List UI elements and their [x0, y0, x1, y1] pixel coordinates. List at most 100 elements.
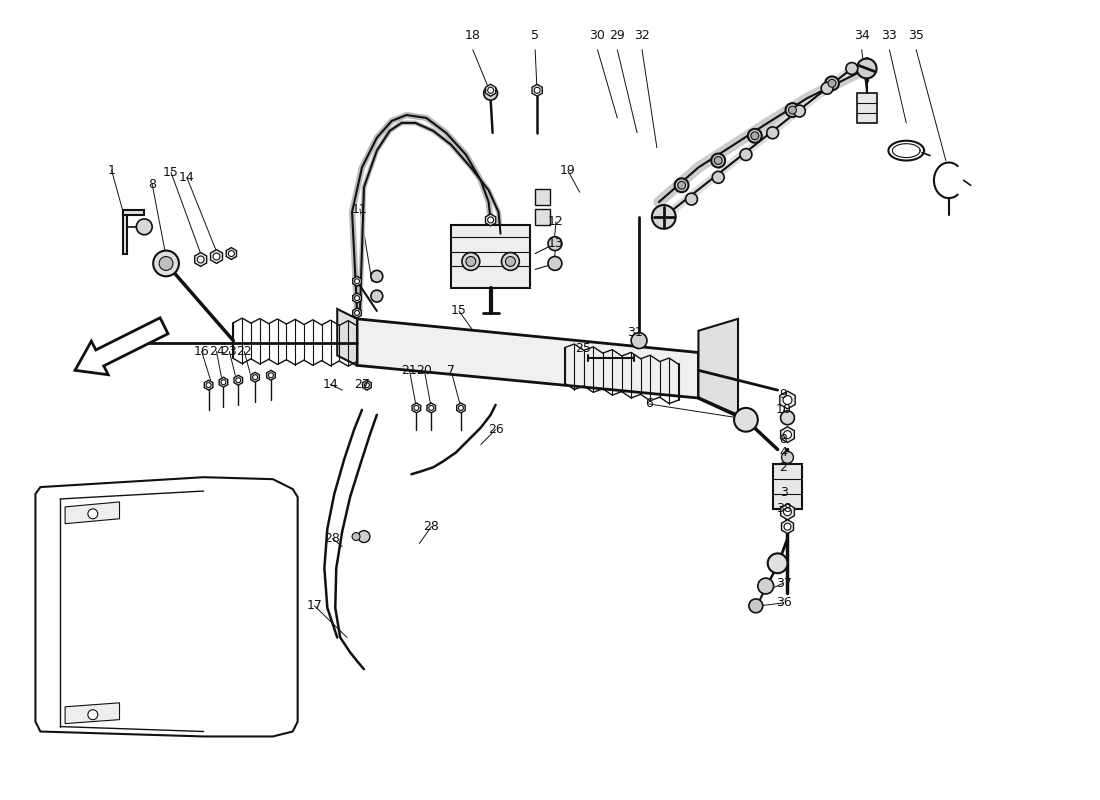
Text: 4: 4	[780, 446, 788, 459]
Text: 19: 19	[560, 164, 575, 177]
Text: 14: 14	[322, 378, 338, 390]
Text: 1: 1	[108, 164, 115, 177]
Polygon shape	[485, 84, 496, 96]
Circle shape	[88, 509, 98, 518]
Polygon shape	[227, 248, 236, 259]
Circle shape	[785, 103, 800, 117]
Circle shape	[414, 406, 419, 410]
Text: 28: 28	[324, 532, 340, 545]
Circle shape	[268, 373, 274, 378]
Text: 34: 34	[854, 30, 870, 42]
Polygon shape	[485, 214, 496, 226]
Text: 22: 22	[236, 345, 252, 358]
Circle shape	[548, 237, 562, 250]
Circle shape	[768, 554, 788, 573]
Circle shape	[229, 250, 234, 257]
Text: 26: 26	[487, 423, 504, 436]
Polygon shape	[698, 319, 738, 415]
Polygon shape	[353, 308, 361, 318]
Circle shape	[782, 451, 793, 463]
Text: 21: 21	[402, 364, 417, 377]
Circle shape	[674, 178, 689, 192]
Circle shape	[749, 599, 762, 613]
Text: 29: 29	[609, 30, 625, 42]
Polygon shape	[427, 403, 436, 413]
Polygon shape	[219, 378, 228, 387]
Text: 20: 20	[417, 364, 432, 377]
Text: 30: 30	[590, 30, 605, 42]
Circle shape	[714, 157, 723, 165]
Circle shape	[213, 253, 220, 260]
Circle shape	[459, 406, 463, 410]
Text: 5: 5	[531, 30, 539, 42]
Circle shape	[221, 380, 226, 385]
Polygon shape	[205, 380, 213, 390]
Text: 23: 23	[221, 345, 238, 358]
Circle shape	[364, 382, 370, 388]
Circle shape	[506, 257, 516, 266]
Polygon shape	[65, 703, 120, 723]
Polygon shape	[266, 370, 275, 380]
Polygon shape	[781, 520, 793, 534]
Text: 18: 18	[465, 30, 481, 42]
Circle shape	[535, 87, 540, 94]
Polygon shape	[353, 276, 361, 286]
Text: 2: 2	[780, 461, 788, 474]
Circle shape	[88, 710, 98, 720]
Polygon shape	[781, 426, 794, 442]
Polygon shape	[532, 84, 542, 96]
Circle shape	[487, 217, 494, 223]
Circle shape	[825, 77, 839, 90]
Polygon shape	[536, 209, 550, 225]
Circle shape	[153, 250, 179, 276]
Polygon shape	[251, 372, 260, 382]
Circle shape	[197, 256, 205, 263]
Polygon shape	[122, 210, 128, 254]
Circle shape	[793, 105, 805, 117]
Polygon shape	[456, 403, 465, 413]
Text: 31: 31	[627, 326, 644, 339]
Text: 25: 25	[574, 342, 591, 355]
Text: 35: 35	[909, 30, 924, 42]
Circle shape	[712, 154, 725, 167]
Circle shape	[631, 333, 647, 349]
Circle shape	[206, 382, 211, 388]
Polygon shape	[35, 477, 298, 737]
Text: 37: 37	[776, 577, 792, 590]
Circle shape	[783, 430, 792, 438]
Text: 10: 10	[776, 403, 792, 416]
Circle shape	[358, 530, 370, 542]
Text: 16: 16	[194, 345, 209, 358]
Text: 9: 9	[780, 387, 788, 401]
Polygon shape	[857, 94, 877, 123]
Text: 24: 24	[209, 345, 224, 358]
Circle shape	[235, 378, 241, 382]
Circle shape	[354, 310, 360, 315]
Circle shape	[783, 508, 792, 516]
Text: 12: 12	[548, 215, 564, 228]
Polygon shape	[781, 504, 794, 520]
Circle shape	[740, 149, 752, 161]
Polygon shape	[772, 464, 802, 509]
Text: 32: 32	[635, 30, 650, 42]
Circle shape	[734, 408, 758, 432]
Circle shape	[136, 219, 152, 234]
Circle shape	[502, 253, 519, 270]
Circle shape	[462, 253, 480, 270]
Circle shape	[713, 171, 724, 183]
Polygon shape	[412, 403, 420, 413]
Text: 38: 38	[776, 502, 792, 515]
Circle shape	[857, 58, 877, 78]
Circle shape	[429, 406, 433, 410]
Circle shape	[371, 290, 383, 302]
Polygon shape	[353, 293, 361, 303]
Text: 8: 8	[148, 178, 156, 190]
Circle shape	[354, 278, 360, 284]
Polygon shape	[358, 319, 698, 398]
Circle shape	[466, 257, 476, 266]
Polygon shape	[234, 375, 243, 385]
Circle shape	[784, 523, 791, 530]
Circle shape	[652, 205, 675, 229]
Polygon shape	[363, 380, 371, 390]
Circle shape	[758, 578, 773, 594]
